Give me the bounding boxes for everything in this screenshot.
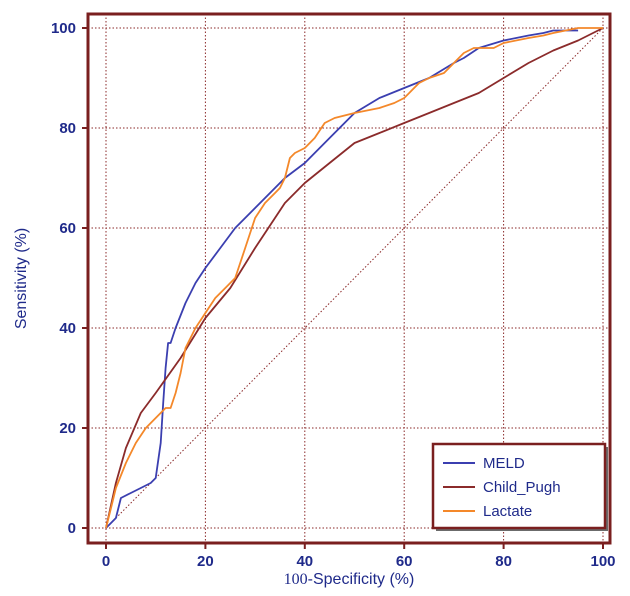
x-tick-label: 60 <box>396 553 413 570</box>
y-axis-label: Sensitivity (%) <box>13 228 30 329</box>
x-tick-label: 80 <box>495 553 512 570</box>
legend-label: Lactate <box>483 503 532 520</box>
y-tick-label: 40 <box>59 320 76 337</box>
legend-label: Child_Pugh <box>483 479 561 496</box>
y-tick-label: 60 <box>59 220 76 237</box>
axis-ticks: 0 20 40 60 80 100 0 20 40 60 80 100 <box>51 20 616 570</box>
y-tick-label: 20 <box>59 420 76 437</box>
y-tick-label: 0 <box>68 520 76 537</box>
plot-frame <box>86 12 612 545</box>
series-line-child-pugh <box>105 27 604 529</box>
y-tick-label: 100 <box>51 20 76 37</box>
series-lines <box>105 27 604 529</box>
x-tick-label: 100 <box>590 553 615 570</box>
x-tick-label: 0 <box>102 553 110 570</box>
series-line-lactate <box>105 27 603 529</box>
x-tick-label: 20 <box>197 553 214 570</box>
series-line-meld <box>105 29 579 529</box>
y-tick-label: 80 <box>59 120 76 137</box>
legend: MELD Child_Pugh Lactate <box>431 442 608 531</box>
legend-label: MELD <box>483 455 525 472</box>
x-axis-label: 100-Specificity (%) <box>284 571 415 588</box>
x-tick-label: 40 <box>296 553 313 570</box>
